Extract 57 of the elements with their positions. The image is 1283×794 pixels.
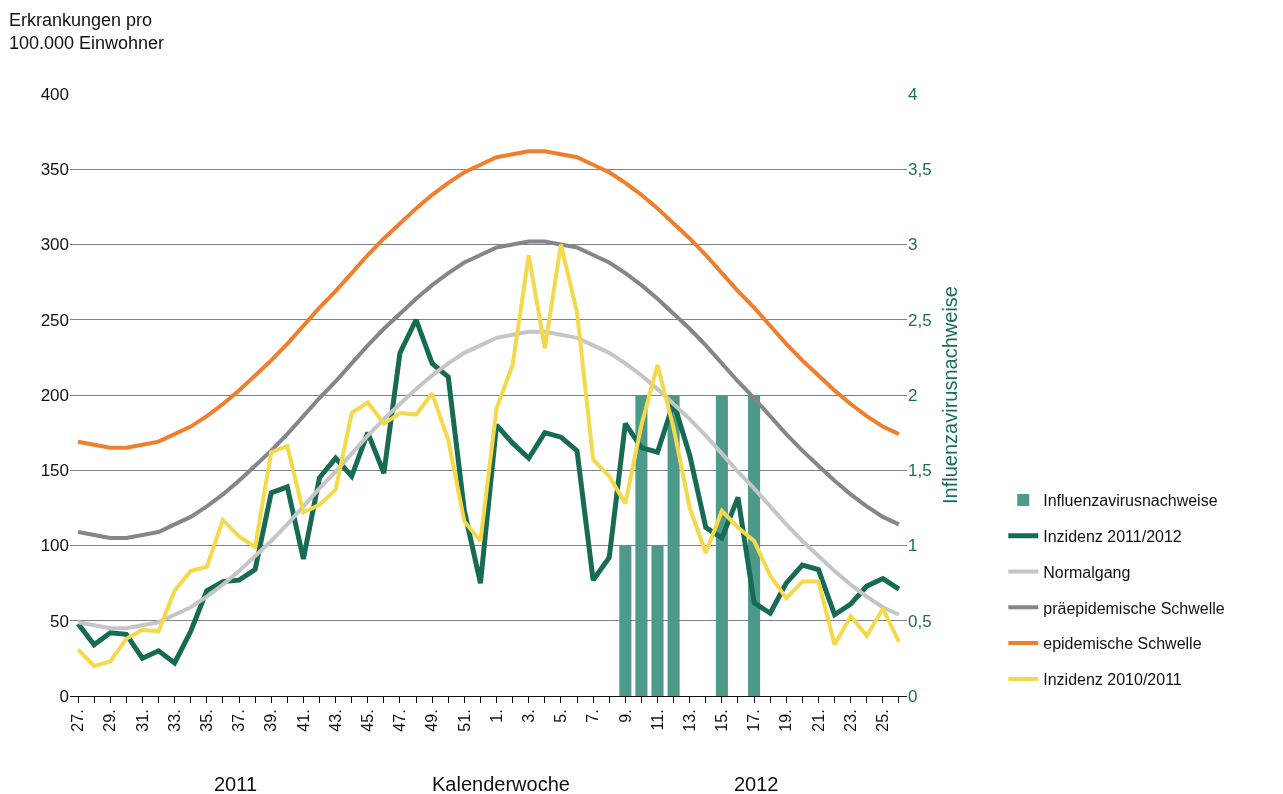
x-tick-label: 5.: [552, 709, 570, 723]
text: 2012: [734, 773, 779, 794]
x-tick-label: 25.: [874, 709, 892, 732]
y-tick-label: 100: [40, 536, 69, 556]
x-axis-title: Kalenderwoche: [432, 773, 570, 794]
x-tick-label: 13.: [680, 709, 698, 732]
legend-label: Inzidenz 2011/2012: [1043, 527, 1182, 545]
y2-tick-label: 3,5: [908, 160, 932, 180]
y-tick-label: 50: [50, 611, 69, 631]
y-tick-label: 300: [40, 235, 69, 255]
legend-label: Inzidenz 2010/2011: [1043, 671, 1182, 689]
x-tick-label: 11.: [648, 709, 666, 731]
y2-tick-label: 0: [908, 686, 918, 706]
x-tick-label: 17.: [745, 709, 763, 732]
y-tick-label: 250: [40, 310, 69, 330]
y2-tick-label: 3: [908, 235, 918, 255]
y2-axis-title: Influenzavirusnachweise: [939, 286, 962, 504]
x-tick-label: 41.: [294, 709, 312, 732]
y2-tick-label: 2: [908, 385, 918, 405]
x-tick-label: 39.: [262, 709, 280, 732]
x-tick-label: 1.: [487, 709, 505, 723]
x-tick-label: 9.: [616, 709, 634, 723]
y2-tick-label: 2,5: [908, 310, 932, 330]
y-axis-title: Erkrankungen pro 100.000 Einwohner: [9, 10, 165, 54]
x-tick-label: 47.: [391, 709, 409, 732]
legend-label: Influenzavirusnachweise: [1043, 492, 1218, 510]
x-tick-label: 31.: [133, 709, 151, 732]
legend-label: epidemische Schwelle: [1043, 635, 1202, 653]
x-tick-label: 19.: [777, 709, 795, 732]
x-tick-label: 45.: [358, 709, 376, 732]
y-tick-label: 200: [40, 385, 69, 405]
x-tick-label: 33.: [165, 709, 183, 732]
y2-tick-label: 1,5: [908, 461, 932, 481]
y-tick-label: 350: [40, 160, 69, 180]
y2-tick-label: 1: [908, 536, 918, 556]
legend-label: Normalgang: [1043, 563, 1131, 581]
x-tick-label: 7.: [584, 709, 602, 723]
y-tick-label: 150: [40, 461, 69, 481]
legend-label: präepidemische Schwelle: [1043, 599, 1225, 617]
x-tick-label: 23.: [841, 709, 859, 732]
x-tick-label: 27.: [69, 709, 87, 732]
x-tick-label: 3.: [519, 709, 537, 723]
text: 2011: [214, 773, 258, 794]
line-series: [76, 149, 901, 450]
line-series: [76, 242, 901, 668]
x-tick-label: 43.: [326, 709, 344, 732]
x-tick-label: 49.: [423, 709, 441, 732]
x-tick-label: 21.: [809, 709, 827, 732]
y-tick-label: 0: [59, 686, 69, 706]
x-tick-label: 15.: [713, 709, 731, 732]
x-tick-label: 35.: [198, 709, 216, 732]
y2-tick-label: 0,5: [908, 611, 932, 631]
x-tick-label: 37.: [230, 709, 248, 732]
x-tick-label: 51.: [455, 709, 473, 732]
x-tick-label: 29.: [101, 709, 119, 732]
y2-tick-label: 4: [908, 84, 918, 104]
y-tick-label: 400: [40, 84, 69, 104]
